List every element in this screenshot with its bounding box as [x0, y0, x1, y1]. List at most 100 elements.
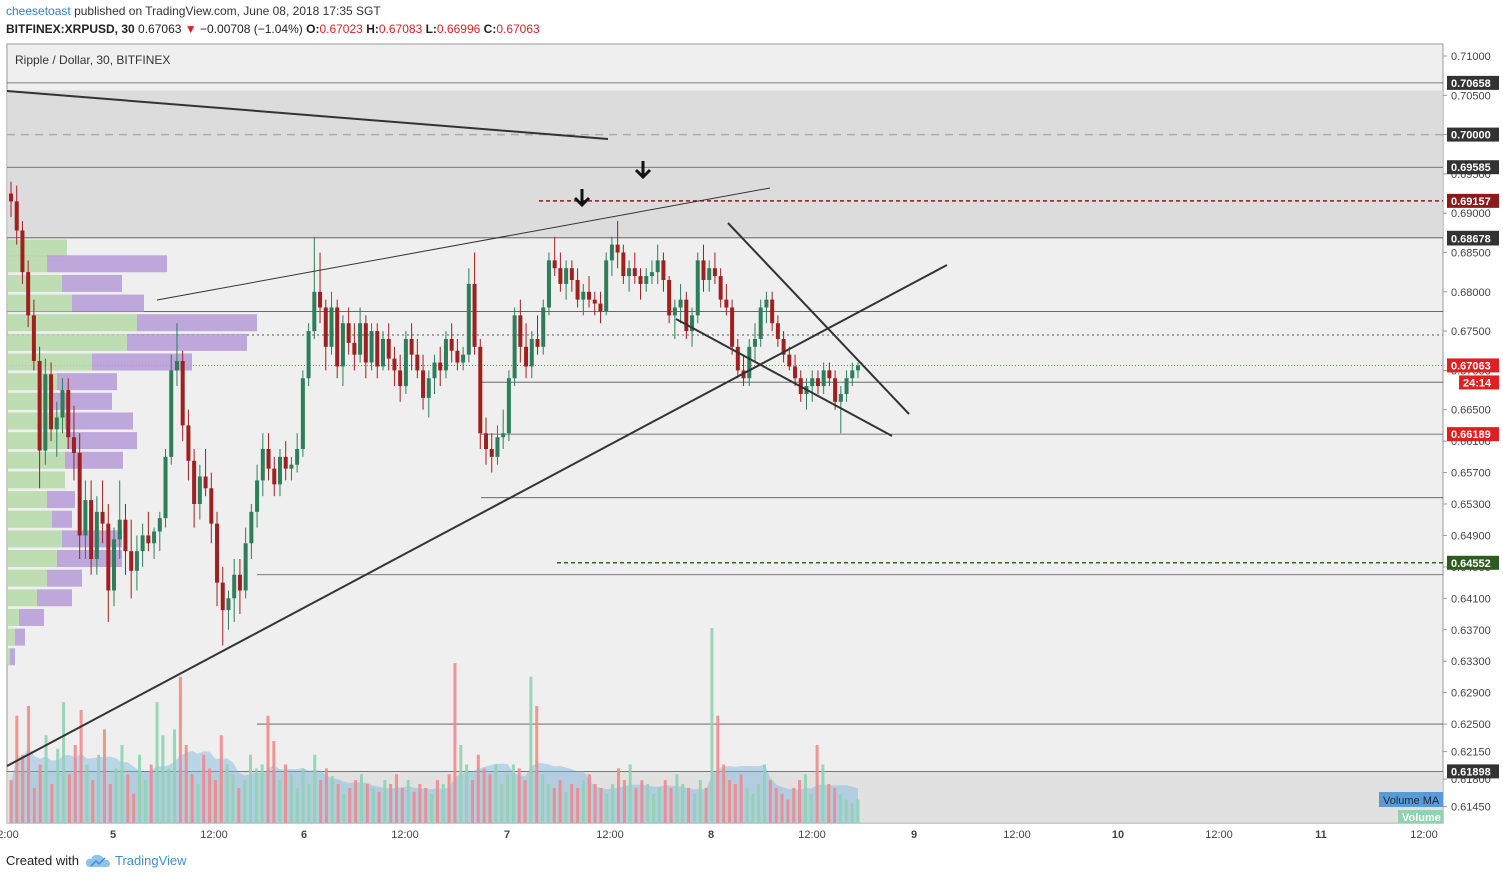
trend-line-4	[675, 318, 893, 437]
candle-body-103	[598, 303, 603, 312]
volume-bar-30	[184, 745, 188, 823]
volume-bar-48	[289, 774, 293, 823]
candle-body-44	[260, 448, 265, 481]
countdown-label: 24:14	[1463, 377, 1492, 389]
candle-body-106	[615, 244, 620, 253]
candle-body-88	[512, 315, 517, 379]
volume-bar-65	[389, 784, 393, 823]
x-tick-label-14: 12:00	[1410, 829, 1438, 841]
vp-up-bar-17	[7, 569, 47, 587]
candle-body-1	[14, 201, 19, 231]
volume-bar-120	[710, 628, 714, 823]
volume-bar-131	[774, 787, 778, 823]
volume-bar-44	[266, 715, 270, 823]
candle-body-23	[140, 535, 145, 552]
volume-bar-32	[196, 784, 200, 823]
candle-body-94	[546, 260, 551, 308]
y-tick-label-0: 0.71000	[1451, 51, 1491, 63]
candle-body-53	[312, 291, 317, 332]
vp-up-bar-19	[7, 608, 19, 626]
volume-bar-28	[173, 729, 177, 823]
time-axis: 2:00 5 12:00 6 12:00 7 12:00 8 12:00 9 12:00 10 12:0…	[0, 829, 1438, 841]
candle-body-60	[352, 342, 357, 355]
published-text: published on TradingView.com, June 08, 2…	[74, 4, 381, 18]
price-badge-label-9: 0.61898	[1451, 766, 1491, 778]
legend-volume-swatch	[1398, 810, 1443, 823]
candle-body-69	[403, 338, 408, 387]
candle-body-133	[770, 299, 775, 324]
candle-body-10	[66, 390, 71, 438]
y-tick-label-17: 0.63300	[1451, 656, 1491, 668]
volume-bar-66	[395, 774, 399, 823]
x-tick-label-1: 5	[110, 829, 116, 841]
volume-bar-67	[400, 787, 404, 823]
candle-body-45	[266, 448, 271, 469]
volume-bar-115	[681, 784, 685, 823]
volume-bar-82	[488, 774, 492, 823]
candle-body-89	[518, 315, 523, 347]
x-tick-label-0: 2:00	[0, 829, 19, 841]
vp-down-bar-13	[47, 491, 75, 509]
volume-bar-49	[295, 787, 299, 823]
volume-bar-145	[856, 799, 860, 823]
volume-bar-73	[435, 780, 439, 823]
volume-bar-91	[541, 774, 545, 823]
x-tick-label-10: 12:00	[1003, 829, 1031, 841]
volume-bar-20	[126, 774, 130, 823]
candle-body-54	[318, 291, 323, 308]
candle-body-90	[524, 346, 529, 367]
volume-bar-109	[646, 784, 650, 823]
candle-body-62	[363, 323, 368, 363]
vp-down-bar-19	[19, 608, 44, 626]
y-tick-label-22: 0.61450	[1451, 802, 1491, 814]
candle-body-132	[764, 299, 769, 308]
trend-line-2	[156, 187, 771, 301]
volume-bar-133	[786, 799, 790, 823]
candle-body-41	[243, 543, 248, 591]
candle-body-87	[506, 378, 511, 434]
candle-body-107	[621, 252, 626, 277]
candle-body-0	[9, 193, 13, 202]
candle-body-56	[329, 307, 334, 347]
volume-bar-137	[809, 793, 813, 823]
candle-body-135	[781, 338, 786, 355]
candle-body-114	[661, 260, 666, 280]
candle-body-119	[690, 315, 695, 332]
vp-up-bar-20	[7, 628, 15, 646]
volume-bar-11	[73, 745, 77, 823]
vp-up-bar-16	[7, 550, 57, 568]
volume-bar-36	[219, 735, 223, 823]
candle-body-99	[575, 280, 580, 300]
volume-bar-9	[62, 702, 66, 823]
candle-body-52	[306, 331, 311, 379]
volume-bar-121	[716, 715, 720, 823]
volume-bar-22	[138, 754, 142, 823]
volume-bar-104	[617, 768, 621, 823]
tradingview-link[interactable]: TradingView	[85, 853, 187, 868]
volume-bar-116	[687, 787, 691, 823]
candle-body-92	[535, 338, 540, 347]
volume-bar-52	[313, 754, 317, 823]
y-tick-label-13: 0.64900	[1451, 530, 1491, 542]
volume-bar-105	[622, 780, 626, 823]
vp-up-bar-10	[7, 432, 67, 450]
volume-bar-106	[628, 764, 632, 823]
volume-bar-94	[558, 780, 562, 823]
volume-bar-37	[225, 764, 229, 823]
candle-body-25	[152, 531, 157, 544]
candle-body-21	[129, 551, 134, 571]
volume-bar-31	[190, 774, 194, 823]
vp-down-bar-7	[57, 373, 117, 391]
candle-body-26	[157, 518, 162, 532]
candle-body-134	[775, 323, 780, 339]
open-value: 0.67023	[319, 22, 363, 36]
volume-bar-80	[476, 754, 480, 823]
volume-bar-97	[576, 787, 580, 823]
price-chart[interactable]: Ripple / Dollar, 30, BITFINEX 0.71000 0.70…	[0, 43, 1503, 843]
candle-body-22	[134, 551, 139, 571]
author-link[interactable]: cheesetoast	[6, 4, 71, 18]
price-badge-8	[1447, 555, 1499, 570]
volume-bar-60	[359, 774, 363, 823]
candle-body-91	[529, 338, 534, 367]
candle-body-28	[169, 370, 174, 457]
